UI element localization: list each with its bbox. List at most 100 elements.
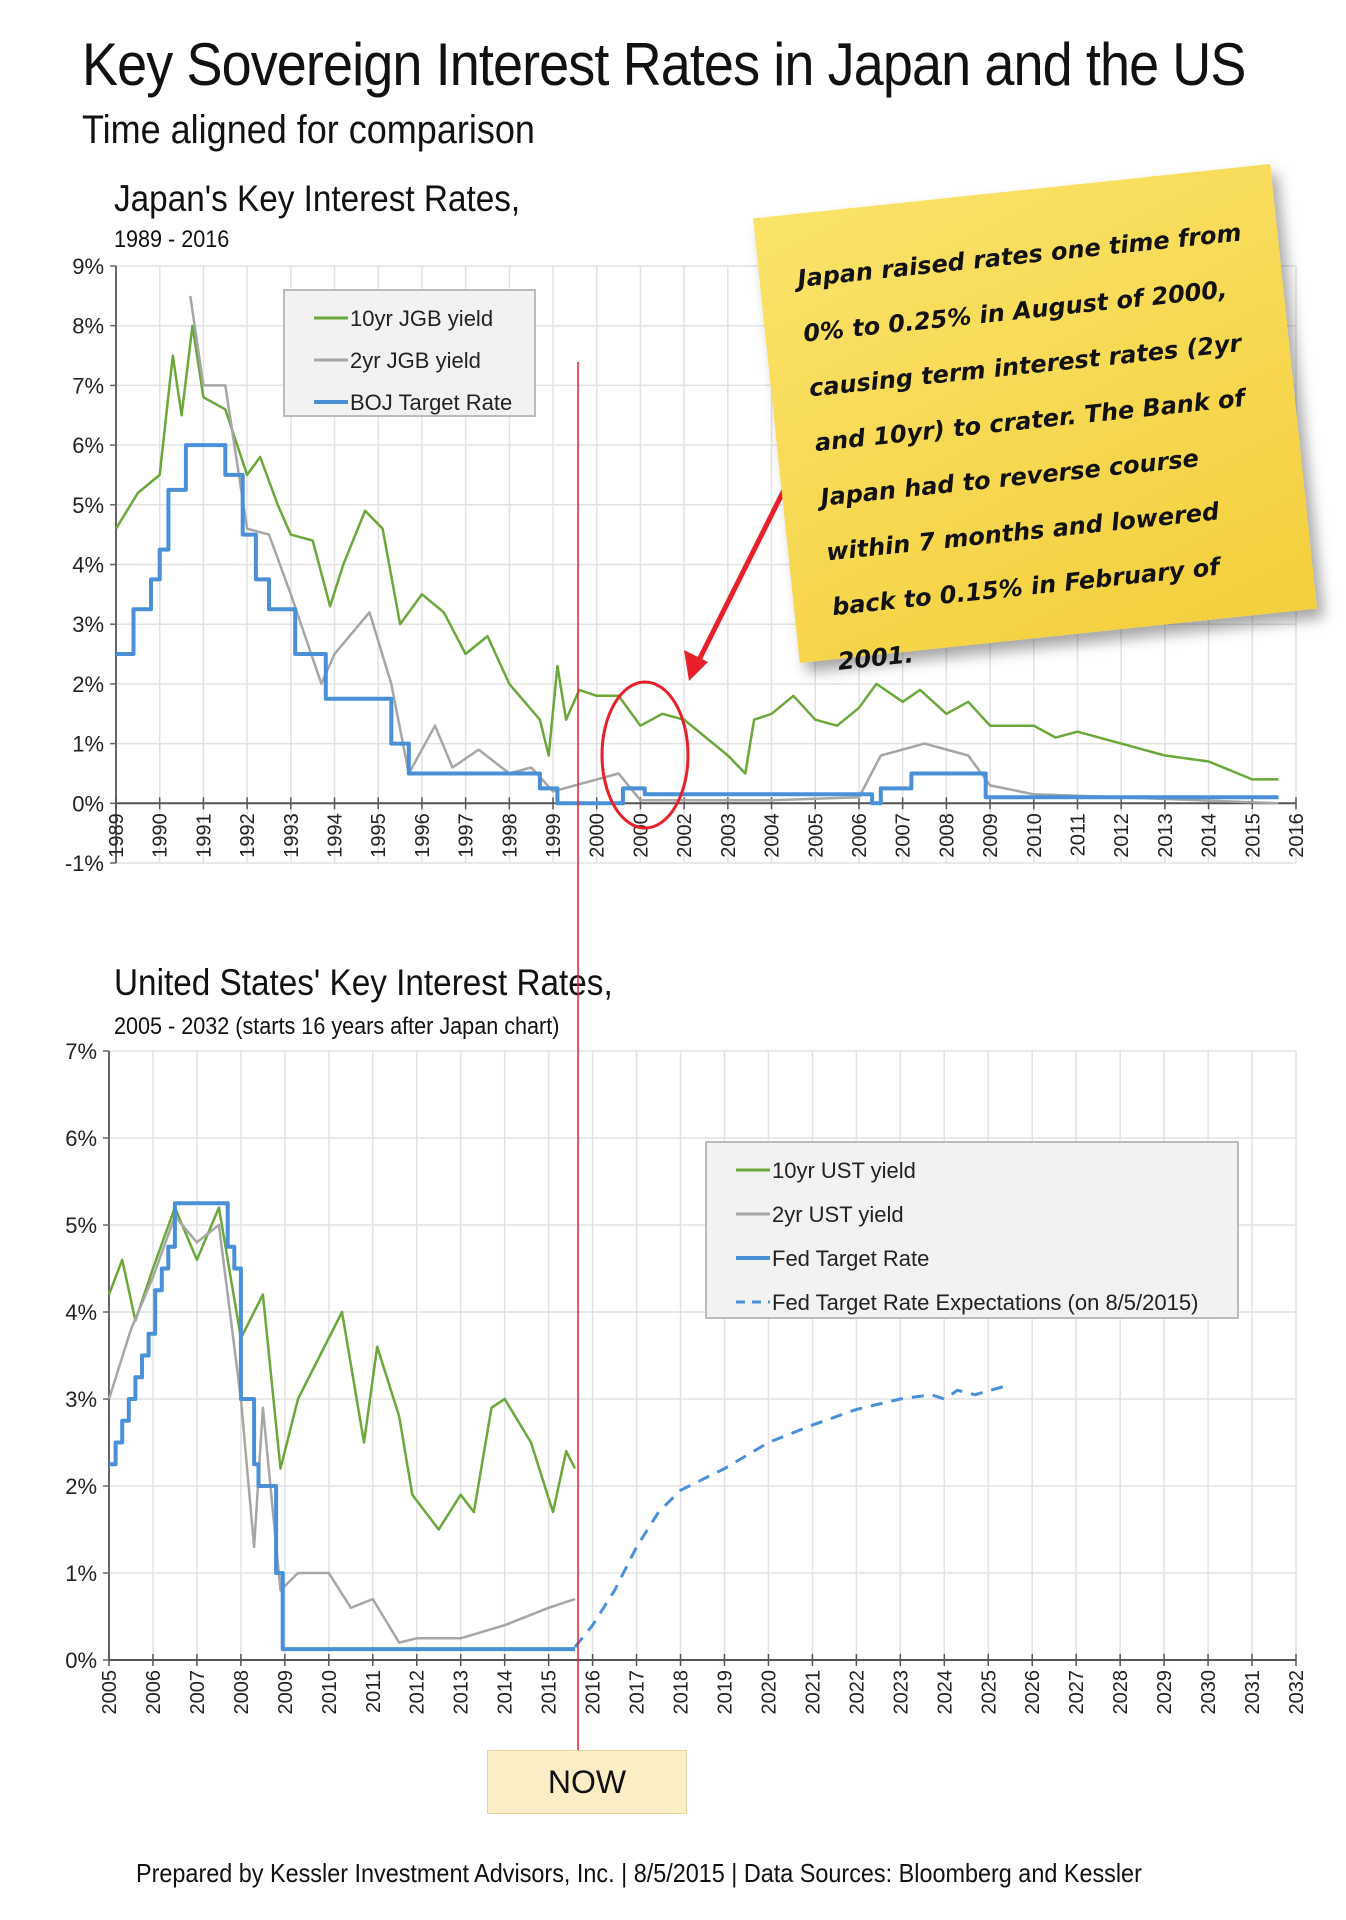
japan-chart-title: Japan's Key Interest Rates, [114,178,521,219]
x-tick-label: 2021 [802,1670,824,1715]
x-tick-label: 1990 [150,813,172,858]
arrow-shaft [694,486,788,666]
y-tick-label: 4% [72,553,104,578]
legend-box [283,289,536,417]
x-tick-label: 2025 [978,1670,1000,1715]
footer-credit: Prepared by Kessler Investment Advisors,… [136,1858,1142,1888]
x-tick-label: 1992 [237,813,259,858]
x-tick-label: 2008 [936,813,958,858]
x-tick-label: 1995 [368,813,390,858]
x-tick-label: 2027 [1066,1670,1088,1715]
series-fed-target-rate-expectations-on-8-5-2015 [573,1384,1007,1648]
y-tick-label: 8% [72,314,104,339]
x-tick-label: 2010 [319,1670,341,1715]
x-tick-label: 1993 [281,813,303,858]
x-tick-label: 1991 [193,813,215,858]
main-title: Key Sovereign Interest Rates in Japan an… [82,31,1246,98]
y-tick-label: 6% [65,1126,97,1151]
x-tick-label: 2031 [1242,1670,1264,1715]
series-boj-target-rate [116,443,1279,806]
y-tick-label: 3% [65,1387,97,1412]
x-tick-label: 2024 [934,1670,956,1715]
x-tick-label: 2000 [630,813,652,858]
x-tick-label: 2000 [587,813,609,858]
legend-label: BOJ Target Rate [350,390,512,415]
series-10yr-ust-yield [107,1206,577,1531]
japan-chart-subtitle: 1989 - 2016 [114,226,230,253]
sticky-note: Japan raised rates one time from 0% to 0… [753,164,1317,676]
x-tick-label: 2013 [451,1670,473,1715]
y-tick-label: 1% [72,732,104,757]
x-tick-label: 1994 [325,813,347,858]
y-tick-label: 2% [72,672,104,697]
legend: 10yr JGB yield 2yr JGB yield BOJ Target Ra… [283,289,536,417]
us-chart-subtitle: 2005 - 2032 (starts 16 years after Japan… [114,1013,560,1040]
x-tick-label: 2029 [1154,1670,1176,1715]
y-tick-label: 7% [72,373,104,398]
series-fed-target-rate [109,1201,575,1652]
x-tick-label: 2006 [849,813,871,858]
x-tick-label: 2012 [407,1670,429,1715]
x-tick-label: 1997 [456,813,478,858]
series-2yr-ust-yield [107,1215,576,1644]
x-tick-label: 2012 [1111,813,1133,858]
x-tick-label: 2028 [1110,1670,1132,1715]
x-tick-label: 2016 [583,1670,605,1715]
x-tick-label: 2018 [671,1670,693,1715]
legend-label: 2yr UST yield [772,1202,904,1227]
legend: 10yr UST yield 2yr UST yield Fed Target Ra… [705,1141,1239,1319]
y-tick-label: 7% [65,1039,97,1064]
us-chart: 0% 1% 2% 3% 4% 5% 6% 7% 2005 2006 2007 2008 2009 2010… [65,1039,1308,1715]
x-tick-label: 2023 [890,1670,912,1715]
now-label: NOW [487,1750,687,1814]
x-tick-label: 2007 [893,813,915,858]
main-subtitle: Time aligned for comparison [82,108,535,152]
x-tick-label: 2006 [143,1670,165,1715]
x-tick-label: 1989 [106,813,128,858]
x-tick-label: 2002 [674,813,696,858]
series-10yr-jgb-yield [114,324,1279,781]
x-tick-label: 2016 [1286,813,1308,858]
x-tick-label: 2019 [714,1670,736,1715]
y-tick-label: 2% [65,1474,97,1499]
x-tick-label: 2020 [758,1670,780,1715]
x-tick-label: 2013 [1155,813,1177,858]
legend-box [705,1141,1239,1319]
us-chart-title: United States' Key Interest Rates, [114,962,613,1003]
y-tick-label: 6% [72,433,104,458]
x-tick-label: 2009 [980,813,1002,858]
x-tick-label: 2005 [805,813,827,858]
y-tick-label: 0% [72,791,104,816]
x-tick-label: 2008 [231,1670,253,1715]
x-tick-label: 1996 [412,813,434,858]
japan-chart: -1% 0% 1% 2% 3% 4% 5% 6% 7% 8% 9% 1989 1990 1991 1992 1… [65,254,1308,876]
x-tick-label: 2005 [99,1670,121,1715]
legend-label: 10yr UST yield [772,1158,916,1183]
y-tick-label: 5% [65,1213,97,1238]
x-tick-label: 2010 [1024,813,1046,858]
sticky-note-text: Japan raised rates one time from 0% to 0… [796,218,1247,676]
legend-label: Fed Target Rate [772,1246,929,1271]
x-tick-label: 2017 [627,1670,649,1715]
x-tick-label: 2003 [718,813,740,858]
x-tick-label: 1999 [543,813,565,858]
x-tick-label: 2009 [275,1670,297,1715]
y-tick-label: -1% [65,851,104,876]
x-tick-label: 2026 [1022,1670,1044,1715]
x-tick-label: 2007 [187,1670,209,1715]
legend-label: 10yr JGB yield [350,306,493,331]
x-tick-label: 2015 [539,1670,561,1715]
x-tick-label: 2011 [1067,813,1089,856]
x-tick-label: 2015 [1242,813,1264,858]
y-tick-label: 5% [72,493,104,518]
x-tick-label: 2032 [1286,1670,1308,1715]
y-tick-label: 4% [65,1300,97,1325]
x-tick-label: 2022 [846,1670,868,1715]
x-tick-label: 2014 [495,1670,517,1715]
y-tick-label: 9% [72,254,104,279]
highlight-circle [600,680,690,830]
y-tick-label: 3% [72,612,104,637]
arrow-head-icon [684,650,708,681]
